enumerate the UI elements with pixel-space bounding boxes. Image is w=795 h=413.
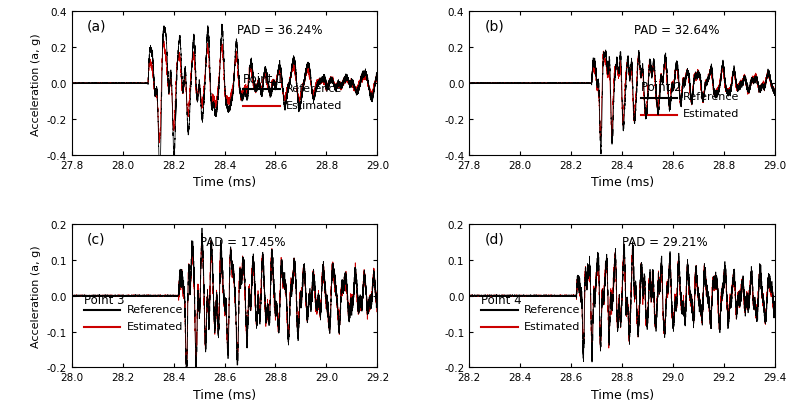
- Y-axis label: Acceleration (a, g): Acceleration (a, g): [31, 33, 41, 135]
- Text: Point 1: Point 1: [242, 73, 284, 85]
- Text: Point 2: Point 2: [641, 81, 681, 94]
- Text: Reference: Reference: [126, 304, 183, 314]
- Y-axis label: Acceleration (a, g): Acceleration (a, g): [31, 245, 41, 347]
- Text: PAD = 36.24%: PAD = 36.24%: [237, 24, 322, 37]
- Text: Reference: Reference: [285, 83, 342, 93]
- Text: Estimated: Estimated: [524, 321, 580, 331]
- Text: (a): (a): [87, 19, 107, 33]
- Text: Estimated: Estimated: [126, 321, 183, 331]
- X-axis label: Time (ms): Time (ms): [193, 388, 256, 401]
- Text: Reference: Reference: [684, 92, 739, 102]
- Text: (c): (c): [87, 232, 106, 245]
- Text: PAD = 17.45%: PAD = 17.45%: [200, 236, 285, 249]
- Text: Point 4: Point 4: [482, 293, 522, 306]
- X-axis label: Time (ms): Time (ms): [591, 176, 653, 189]
- Text: Point 3: Point 3: [83, 293, 124, 306]
- X-axis label: Time (ms): Time (ms): [591, 388, 653, 401]
- Text: PAD = 29.21%: PAD = 29.21%: [622, 236, 708, 249]
- Text: (b): (b): [484, 19, 504, 33]
- Text: Estimated: Estimated: [684, 109, 739, 119]
- Text: PAD = 32.64%: PAD = 32.64%: [634, 24, 720, 37]
- Text: (d): (d): [484, 232, 504, 245]
- Text: Estimated: Estimated: [285, 100, 342, 110]
- X-axis label: Time (ms): Time (ms): [193, 176, 256, 189]
- Text: Reference: Reference: [524, 304, 580, 314]
